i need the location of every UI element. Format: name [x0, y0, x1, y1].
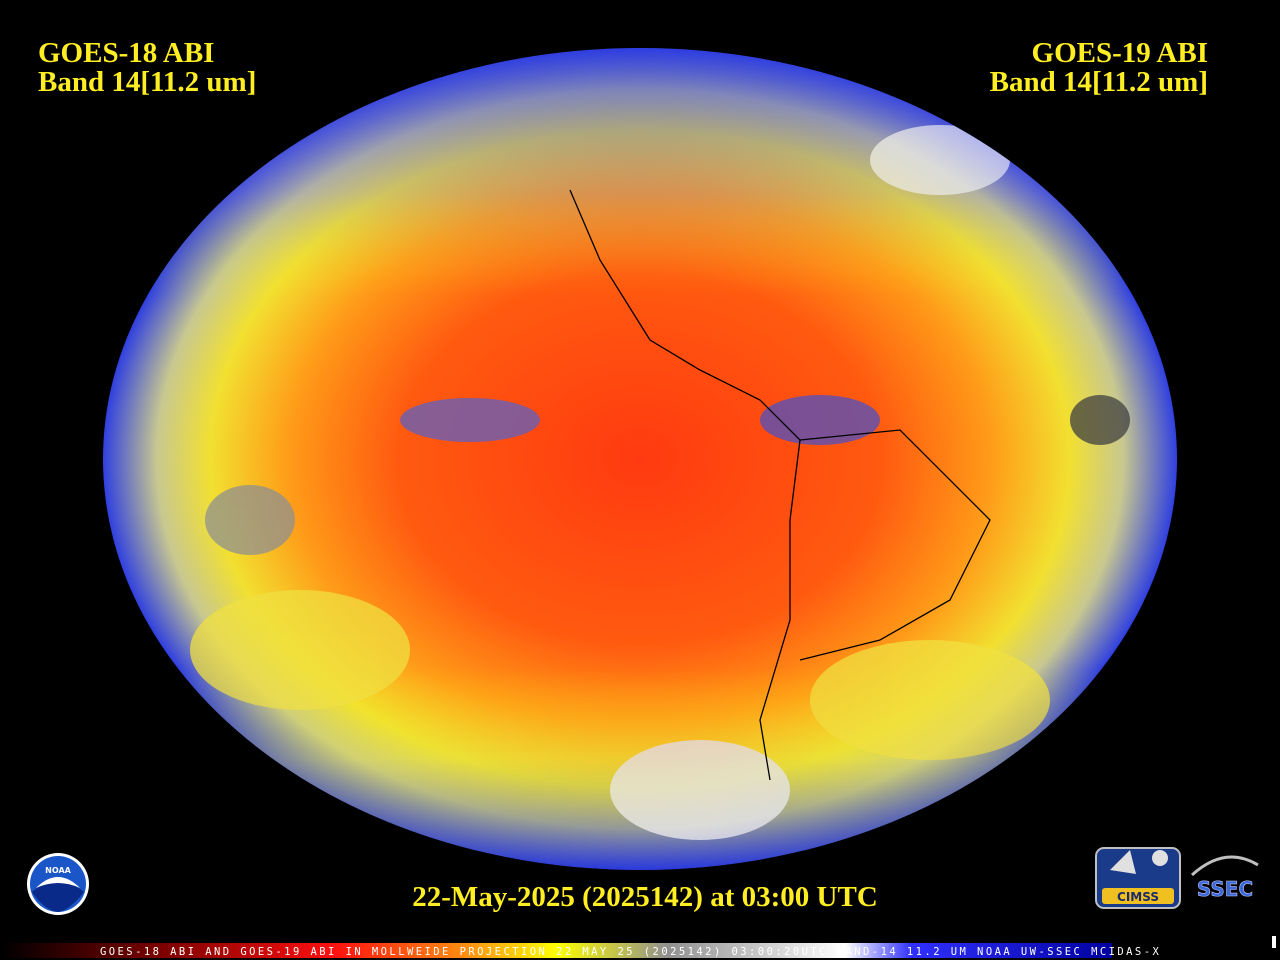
header-right-line1: GOES-19 ABI	[1032, 37, 1208, 69]
noaa-label: NOAA	[45, 866, 71, 875]
cimss-logo: CIMSS	[1095, 847, 1181, 909]
caption: GOES-18 ABI AND GOES-19 ABI IN MOLLWEIDE…	[100, 946, 1160, 958]
header-left-line2: Band 14[11.2 um]	[38, 66, 256, 98]
header-right-line2: Band 14[11.2 um]	[990, 66, 1208, 98]
cursor-marker	[1272, 936, 1276, 948]
color-bar	[0, 943, 1112, 958]
ssec-label: SSEC	[1197, 877, 1253, 901]
globe-image	[103, 48, 1177, 870]
ssec-logo: SSEC	[1190, 855, 1259, 901]
cimss-label: CIMSS	[1117, 890, 1159, 904]
noaa-logo: NOAA	[27, 853, 89, 915]
header-left-line1: GOES-18 ABI	[38, 37, 214, 69]
timestamp: 22-May-2025 (2025142) at 03:00 UTC	[412, 881, 878, 913]
